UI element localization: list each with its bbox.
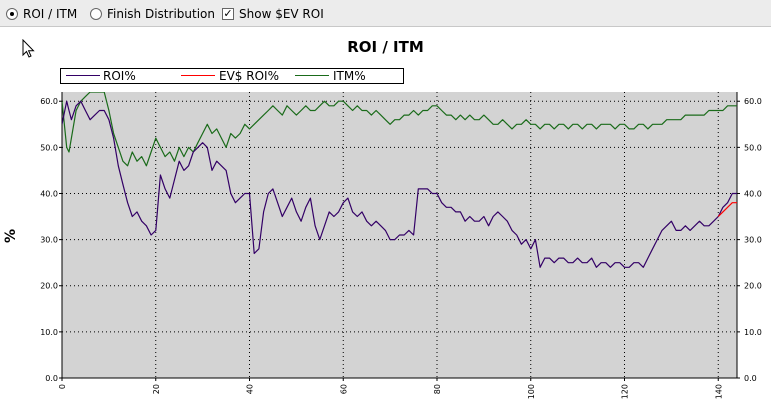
- roi-itm-label: ROI / ITM: [23, 6, 78, 21]
- itm-series-line: [62, 92, 737, 167]
- x-tick-label: 80: [433, 384, 442, 394]
- show-ev-roi-checkbox[interactable]: ✓ Show $EV ROI: [222, 5, 324, 22]
- finish-distribution-label: Finish Distribution: [107, 6, 215, 21]
- y-tick-label-right: 0.0: [744, 374, 757, 383]
- legend-swatch-ev-roi: [181, 75, 215, 76]
- y-tick-label-left: 20.0: [40, 282, 58, 291]
- x-tick-label: 100: [527, 384, 536, 399]
- y-tick-label-right: 10.0: [744, 328, 762, 337]
- finish-distribution-radio[interactable]: Finish Distribution: [90, 5, 215, 22]
- chart-legend: ROI% EV$ ROI% ITM%: [60, 68, 404, 84]
- x-tick-label: 120: [621, 384, 630, 399]
- x-tick-label: 140: [714, 384, 723, 399]
- legend-swatch-itm: [295, 75, 329, 76]
- x-tick-label: 60: [339, 384, 348, 394]
- y-tick-label-right: 50.0: [744, 143, 762, 152]
- y-tick-label-right: 60.0: [744, 97, 762, 106]
- legend-swatch-roi: [66, 75, 100, 76]
- y-tick-label-left: 60.0: [40, 97, 58, 106]
- y-tick-label-left: 30.0: [40, 236, 58, 245]
- x-tick-label: 0: [58, 384, 67, 389]
- y-tick-label-right: 40.0: [744, 189, 762, 198]
- roi-itm-radio[interactable]: ROI / ITM: [6, 5, 77, 22]
- radio-indicator-roi-itm: [6, 7, 18, 20]
- view-toolbar: ROI / ITM Finish Distribution ✓ Show $EV…: [0, 0, 771, 27]
- legend-label-itm: ITM%: [333, 69, 366, 83]
- y-tick-label-right: 30.0: [744, 236, 762, 245]
- legend-label-roi: ROI%: [103, 69, 136, 83]
- legend-label-ev-roi: EV$ ROI%: [219, 69, 279, 83]
- checkmark-icon: ✓: [222, 6, 234, 20]
- chart-title: ROI / ITM: [347, 38, 424, 56]
- y-tick-label-left: 40.0: [40, 189, 58, 198]
- x-tick-label: 40: [246, 384, 255, 394]
- x-tick-label: 20: [152, 384, 161, 394]
- radio-indicator-finish-distribution: [90, 7, 102, 20]
- y-tick-label-right: 20.0: [744, 282, 762, 291]
- ev-roi-series-line: [717, 202, 737, 217]
- show-ev-roi-label: Show $EV ROI: [239, 6, 324, 21]
- y-tick-label-left: 50.0: [40, 143, 58, 152]
- y-tick-label-left: 10.0: [40, 328, 58, 337]
- mouse-pointer-icon: [22, 39, 35, 58]
- roi-series-line: [62, 100, 737, 268]
- y-tick-label-left: 0.0: [45, 374, 58, 383]
